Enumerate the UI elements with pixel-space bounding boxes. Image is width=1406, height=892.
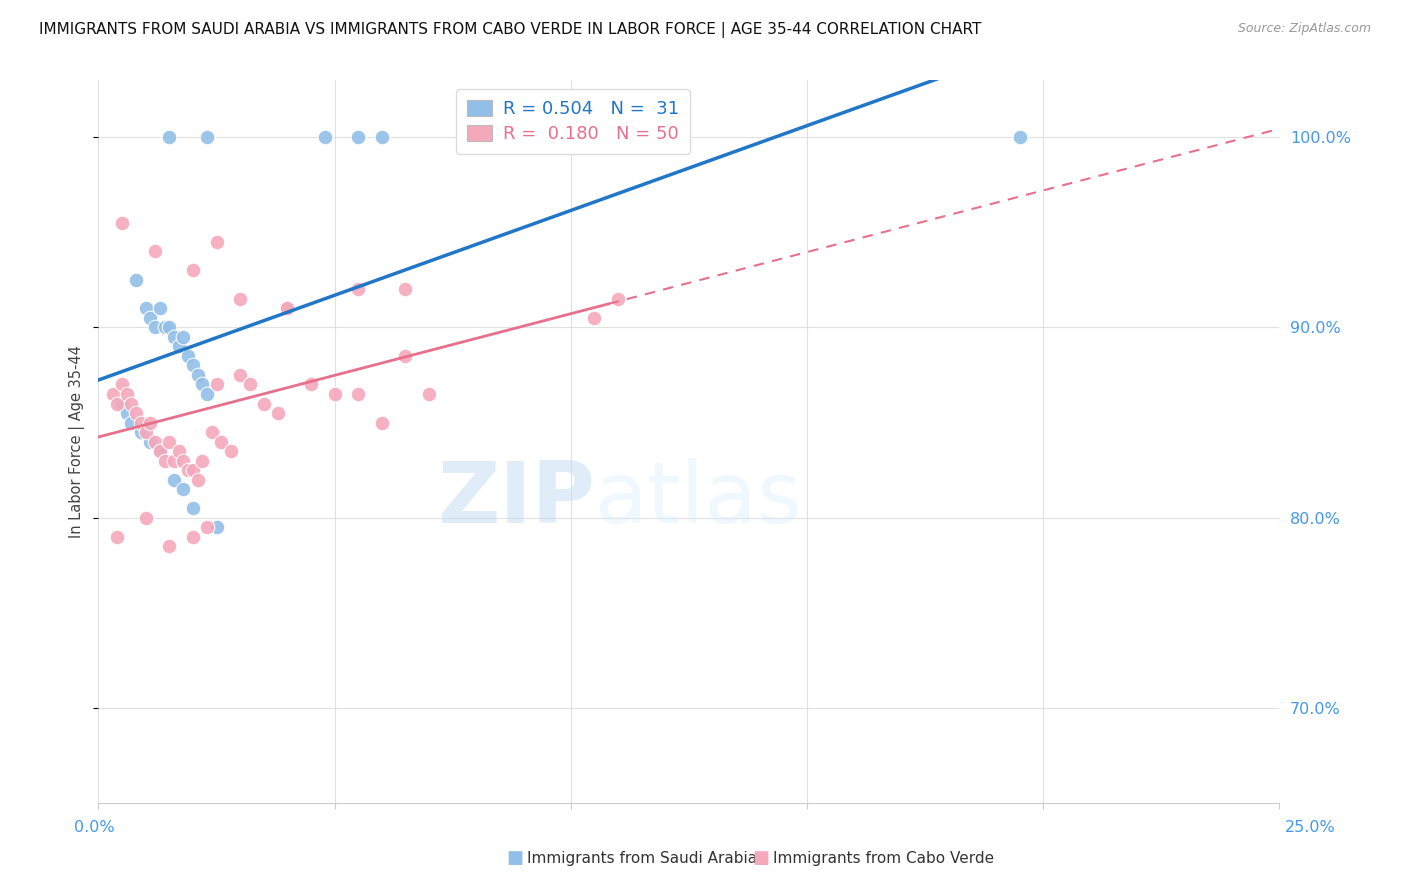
Text: ■: ■	[506, 849, 523, 867]
Point	[143, 434, 166, 449]
Point	[135, 301, 157, 316]
Point	[181, 359, 204, 373]
Point	[205, 377, 228, 392]
Text: atlas: atlas	[595, 458, 803, 541]
Point	[276, 301, 298, 316]
Point	[115, 406, 138, 420]
Point	[607, 292, 630, 306]
Point	[347, 387, 370, 401]
Point	[143, 244, 166, 259]
Text: 0.0%: 0.0%	[75, 821, 114, 835]
Point	[125, 273, 148, 287]
Point	[172, 330, 194, 344]
Point	[181, 501, 204, 516]
Point	[418, 387, 440, 401]
Point	[205, 235, 228, 249]
Point	[195, 387, 218, 401]
Point	[121, 416, 143, 430]
Point	[149, 444, 172, 458]
Point	[201, 425, 224, 439]
Point	[191, 377, 214, 392]
Point	[1008, 130, 1031, 145]
Point	[209, 434, 232, 449]
Point	[105, 530, 128, 544]
Point	[163, 453, 186, 467]
Point	[177, 463, 200, 477]
Point	[394, 282, 416, 296]
Point	[187, 473, 209, 487]
Point	[229, 292, 252, 306]
Point	[323, 387, 346, 401]
Point	[135, 510, 157, 524]
Text: Source: ZipAtlas.com: Source: ZipAtlas.com	[1237, 22, 1371, 36]
Text: ZIP: ZIP	[437, 458, 595, 541]
Text: Immigrants from Saudi Arabia: Immigrants from Saudi Arabia	[527, 851, 758, 865]
Point	[181, 530, 204, 544]
Point	[205, 520, 228, 534]
Point	[347, 130, 370, 145]
Point	[125, 406, 148, 420]
Point	[195, 520, 218, 534]
Point	[157, 320, 180, 334]
Point	[253, 396, 276, 410]
Legend: R = 0.504   N =  31, R =  0.180   N = 50: R = 0.504 N = 31, R = 0.180 N = 50	[456, 89, 690, 153]
Point	[163, 330, 186, 344]
Point	[299, 377, 322, 392]
Point	[167, 339, 190, 353]
Point	[153, 453, 176, 467]
Point	[149, 301, 172, 316]
Y-axis label: In Labor Force | Age 35-44: In Labor Force | Age 35-44	[69, 345, 86, 538]
Point	[115, 387, 138, 401]
Point	[394, 349, 416, 363]
Point	[267, 406, 290, 420]
Text: IMMIGRANTS FROM SAUDI ARABIA VS IMMIGRANTS FROM CABO VERDE IN LABOR FORCE | AGE : IMMIGRANTS FROM SAUDI ARABIA VS IMMIGRAN…	[39, 22, 981, 38]
Point	[276, 301, 298, 316]
Point	[163, 473, 186, 487]
Point	[139, 310, 162, 325]
Point	[371, 416, 394, 430]
Text: ■: ■	[752, 849, 769, 867]
Point	[181, 463, 204, 477]
Point	[195, 130, 218, 145]
Point	[135, 425, 157, 439]
Point	[129, 425, 152, 439]
Point	[167, 444, 190, 458]
Point	[583, 310, 606, 325]
Point	[105, 396, 128, 410]
Point	[172, 482, 194, 496]
Point	[143, 320, 166, 334]
Point	[347, 282, 370, 296]
Point	[101, 387, 124, 401]
Point	[129, 416, 152, 430]
Point	[139, 434, 162, 449]
Point	[191, 453, 214, 467]
Point	[157, 434, 180, 449]
Point	[314, 130, 336, 145]
Point	[121, 396, 143, 410]
Point	[157, 539, 180, 553]
Point	[111, 377, 134, 392]
Point	[157, 130, 180, 145]
Point	[219, 444, 242, 458]
Point	[239, 377, 262, 392]
Point	[371, 130, 394, 145]
Text: 25.0%: 25.0%	[1285, 821, 1336, 835]
Point	[172, 453, 194, 467]
Point	[153, 320, 176, 334]
Point	[111, 396, 134, 410]
Point	[187, 368, 209, 382]
Point	[139, 416, 162, 430]
Point	[149, 444, 172, 458]
Point	[177, 349, 200, 363]
Text: Immigrants from Cabo Verde: Immigrants from Cabo Verde	[773, 851, 994, 865]
Point	[111, 216, 134, 230]
Point	[229, 368, 252, 382]
Point	[181, 263, 204, 277]
